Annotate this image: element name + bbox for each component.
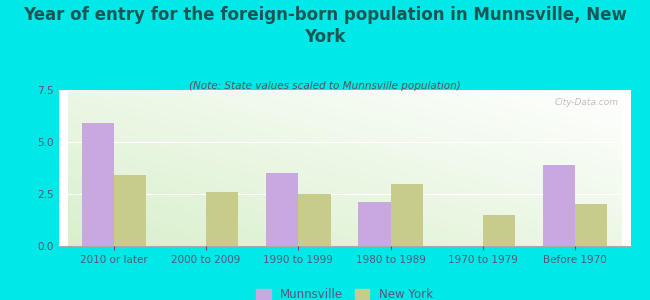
Bar bbox=[266, 173, 298, 246]
Text: City-Data.com: City-Data.com bbox=[555, 98, 619, 107]
Legend: Munnsville, New York: Munnsville, New York bbox=[252, 283, 437, 300]
Bar bbox=[206, 192, 239, 246]
Text: Year of entry for the foreign-born population in Munnsville, New
York: Year of entry for the foreign-born popul… bbox=[23, 6, 627, 46]
Bar bbox=[81, 123, 114, 246]
Bar bbox=[543, 165, 575, 246]
Text: (Note: State values scaled to Munnsville population): (Note: State values scaled to Munnsville… bbox=[189, 81, 461, 91]
Bar bbox=[358, 202, 391, 246]
Bar bbox=[298, 194, 331, 246]
Bar bbox=[114, 175, 146, 246]
Bar bbox=[575, 204, 608, 246]
Bar bbox=[483, 215, 515, 246]
Bar bbox=[391, 184, 423, 246]
